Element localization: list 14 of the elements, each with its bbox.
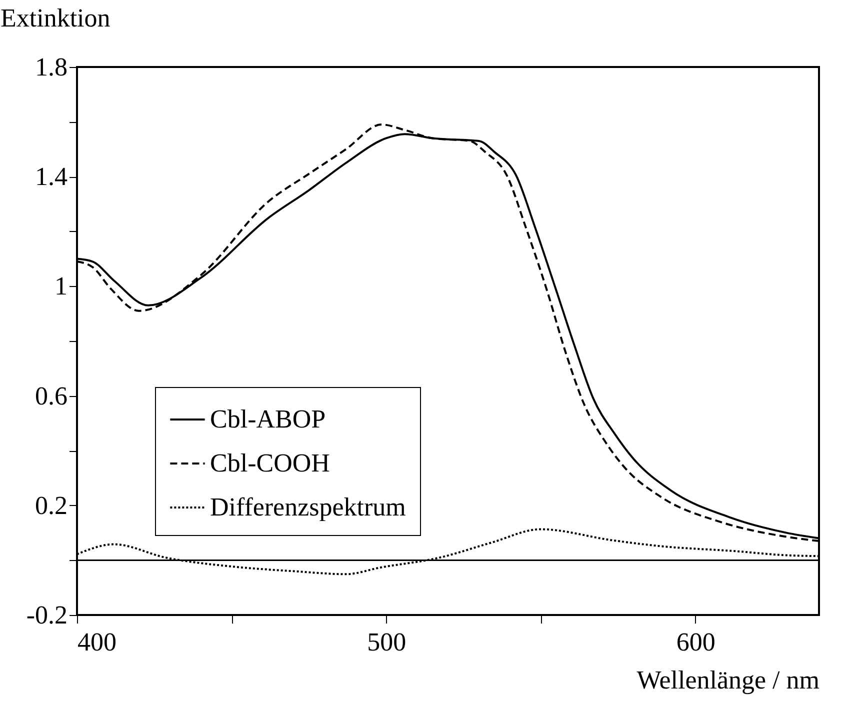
y-axis-title: Extinktion bbox=[0, 4, 110, 32]
y-tick-label: 1.4 bbox=[35, 162, 68, 192]
y-tick-label: 0.6 bbox=[35, 381, 68, 410]
legend-label: Cbl-COOH bbox=[210, 448, 330, 478]
x-axis-title: Wellenlänge / nm bbox=[636, 666, 820, 694]
x-tick-label: 500 bbox=[367, 628, 406, 656]
legend-label: Differenzspektrum bbox=[210, 492, 406, 522]
x-tick-label: 400 bbox=[78, 628, 116, 656]
y-tick-label: 0.2 bbox=[35, 490, 68, 520]
x-tick-label: 600 bbox=[676, 628, 716, 656]
y-tick-label: 1 bbox=[54, 272, 68, 301]
y-tick-label: 1.8 bbox=[35, 52, 68, 82]
legend-label: Cbl-ABOP bbox=[210, 404, 326, 434]
y-tick-label: -0.2 bbox=[26, 600, 68, 630]
